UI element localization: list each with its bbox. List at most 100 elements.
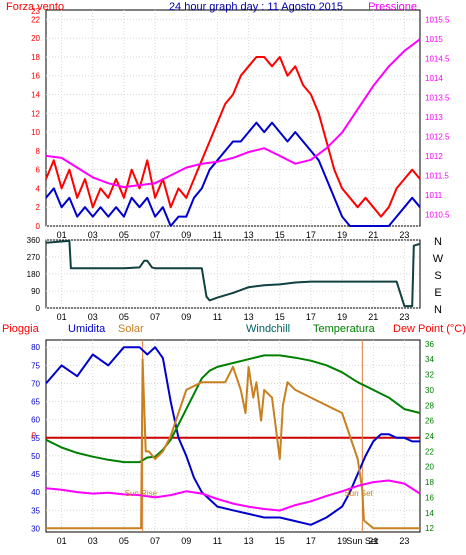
series-line-dew-point (45, 479, 421, 512)
x-tick-label: 23 (399, 230, 409, 240)
y-tick-label: 6 (36, 166, 41, 175)
direction-tick-label: 0 (36, 304, 41, 313)
x-tick-label: 23 (399, 312, 409, 322)
x-tick-label: 09 (181, 536, 191, 546)
temperature-tick-label: 12 (425, 524, 434, 533)
series-line-direzione-vento (45, 239, 421, 308)
humidity-tick-label: 35 (31, 506, 40, 515)
compass-label: N (434, 236, 442, 248)
series-line-pressione (45, 38, 421, 189)
pressure-tick-label: 1012 (425, 152, 443, 161)
series-line-umidita (45, 346, 420, 526)
x-tick-label: 09 (181, 230, 191, 240)
x-tick-label: 21 (368, 536, 378, 546)
pressure-tick-label: 1011.5 (425, 171, 449, 180)
x-tick-label: 11 (213, 230, 222, 240)
x-tick-label: 07 (150, 230, 160, 240)
direction-tick-label: 270 (27, 253, 41, 262)
x-tick-label: 13 (244, 230, 254, 240)
rain-zero-label: 0 (32, 431, 37, 440)
temperature-tick-label: 30 (425, 386, 434, 395)
temperature-tick-label: 26 (425, 417, 434, 426)
x-tick-label: 11 (213, 536, 222, 546)
y-tick-label: 4 (36, 184, 41, 193)
temperature-chart-frame (45, 339, 421, 533)
x-tick-label: 11 (213, 312, 222, 322)
x-tick-label: 05 (119, 536, 129, 546)
x-tick-label: 15 (275, 230, 285, 240)
x-tick-label: 05 (119, 230, 129, 240)
pressure-tick-label: 1015 (425, 35, 443, 44)
x-tick-label: 09 (181, 312, 191, 322)
y-tick-label: 14 (31, 91, 40, 100)
legend-dew-point: Dew Point (°C) (393, 323, 466, 335)
wind-axis-title: Forza vento (6, 1, 64, 13)
x-tick-label: 15 (275, 312, 285, 322)
pressure-tick-label: 1013.5 (425, 94, 450, 103)
sun-rise-annotation: Sun Rise (125, 489, 158, 498)
pressure-tick-label: 1015.5 (425, 16, 450, 25)
legend-solar: Solar (118, 323, 144, 335)
pressure-tick-label: 1014.5 (425, 55, 450, 64)
y-tick-label: 10 (31, 128, 40, 137)
y-top-label: 23 (31, 7, 40, 16)
compass-label: S (434, 270, 441, 282)
humidity-tick-label: 55 (31, 434, 40, 443)
temperature-tick-label: 14 (425, 509, 434, 518)
humidity-tick-label: 75 (31, 361, 40, 370)
x-tick-label: 05 (119, 312, 129, 322)
x-tick-label: 21 (368, 230, 378, 240)
x-tick-label: 01 (57, 230, 67, 240)
humidity-tick-label: 45 (31, 470, 40, 479)
pressure-tick-label: 1014 (425, 74, 443, 83)
x-tick-label: 13 (244, 536, 254, 546)
x-tick-label: 03 (88, 536, 98, 546)
rain-axis-title: Pioggia (2, 323, 40, 335)
temperature-tick-label: 36 (425, 340, 434, 349)
series-line-solar (46, 358, 420, 530)
pressure-tick-label: 1013 (425, 113, 443, 122)
wind-chart-frame (45, 9, 421, 227)
y-tick-label: 0 (36, 222, 41, 231)
x-tick-label: 17 (306, 312, 316, 322)
series-line-temperatura (45, 354, 421, 464)
sun-set-annotation: Sun Set (344, 489, 373, 498)
chart-title: 24 hour graph day : 11 Agosto 2015 (169, 1, 343, 13)
humidity-tick-label: 65 (31, 398, 40, 407)
compass-label: E (434, 287, 441, 299)
x-tick-label: 07 (150, 312, 160, 322)
y-tick-label: 8 (36, 147, 41, 156)
x-tick-label: Sun Set (346, 536, 379, 546)
compass-label: W (433, 253, 444, 265)
series-line-forza-vento (45, 56, 421, 218)
pressure-tick-label: 1011 (425, 191, 443, 200)
y-tick-label: 16 (31, 72, 40, 81)
x-tick-label: 17 (306, 230, 316, 240)
temperature-tick-label: 24 (425, 432, 434, 441)
direction-tick-label: 180 (27, 270, 41, 279)
humidity-tick-label: 70 (31, 379, 40, 388)
humidity-tick-label: 30 (31, 524, 40, 533)
temperature-tick-label: 32 (425, 371, 434, 380)
compass-label: N (434, 304, 442, 316)
humidity-tick-label: 60 (31, 416, 40, 425)
x-tick-label: 03 (88, 230, 98, 240)
temperature-tick-label: 18 (425, 478, 434, 487)
temperature-tick-label: 20 (425, 463, 434, 472)
x-tick-label: 07 (150, 536, 160, 546)
x-tick-label: 01 (57, 312, 67, 322)
humidity-tick-label: 80 (31, 343, 40, 352)
pressure-tick-label: 1012.5 (425, 132, 450, 141)
x-tick-label: 19 (337, 230, 347, 240)
direction-tick-label: 360 (27, 236, 41, 245)
pressure-axis-title: Pressione (368, 1, 417, 13)
legend-temperature: Temperatura (313, 323, 376, 335)
temperature-tick-label: 22 (425, 447, 434, 456)
temperature-tick-label: 16 (425, 493, 434, 502)
y-tick-label: 22 (31, 15, 40, 24)
x-tick-label: 23 (399, 536, 409, 546)
y-tick-label: 2 (36, 203, 41, 212)
humidity-tick-label: 40 (31, 488, 40, 497)
